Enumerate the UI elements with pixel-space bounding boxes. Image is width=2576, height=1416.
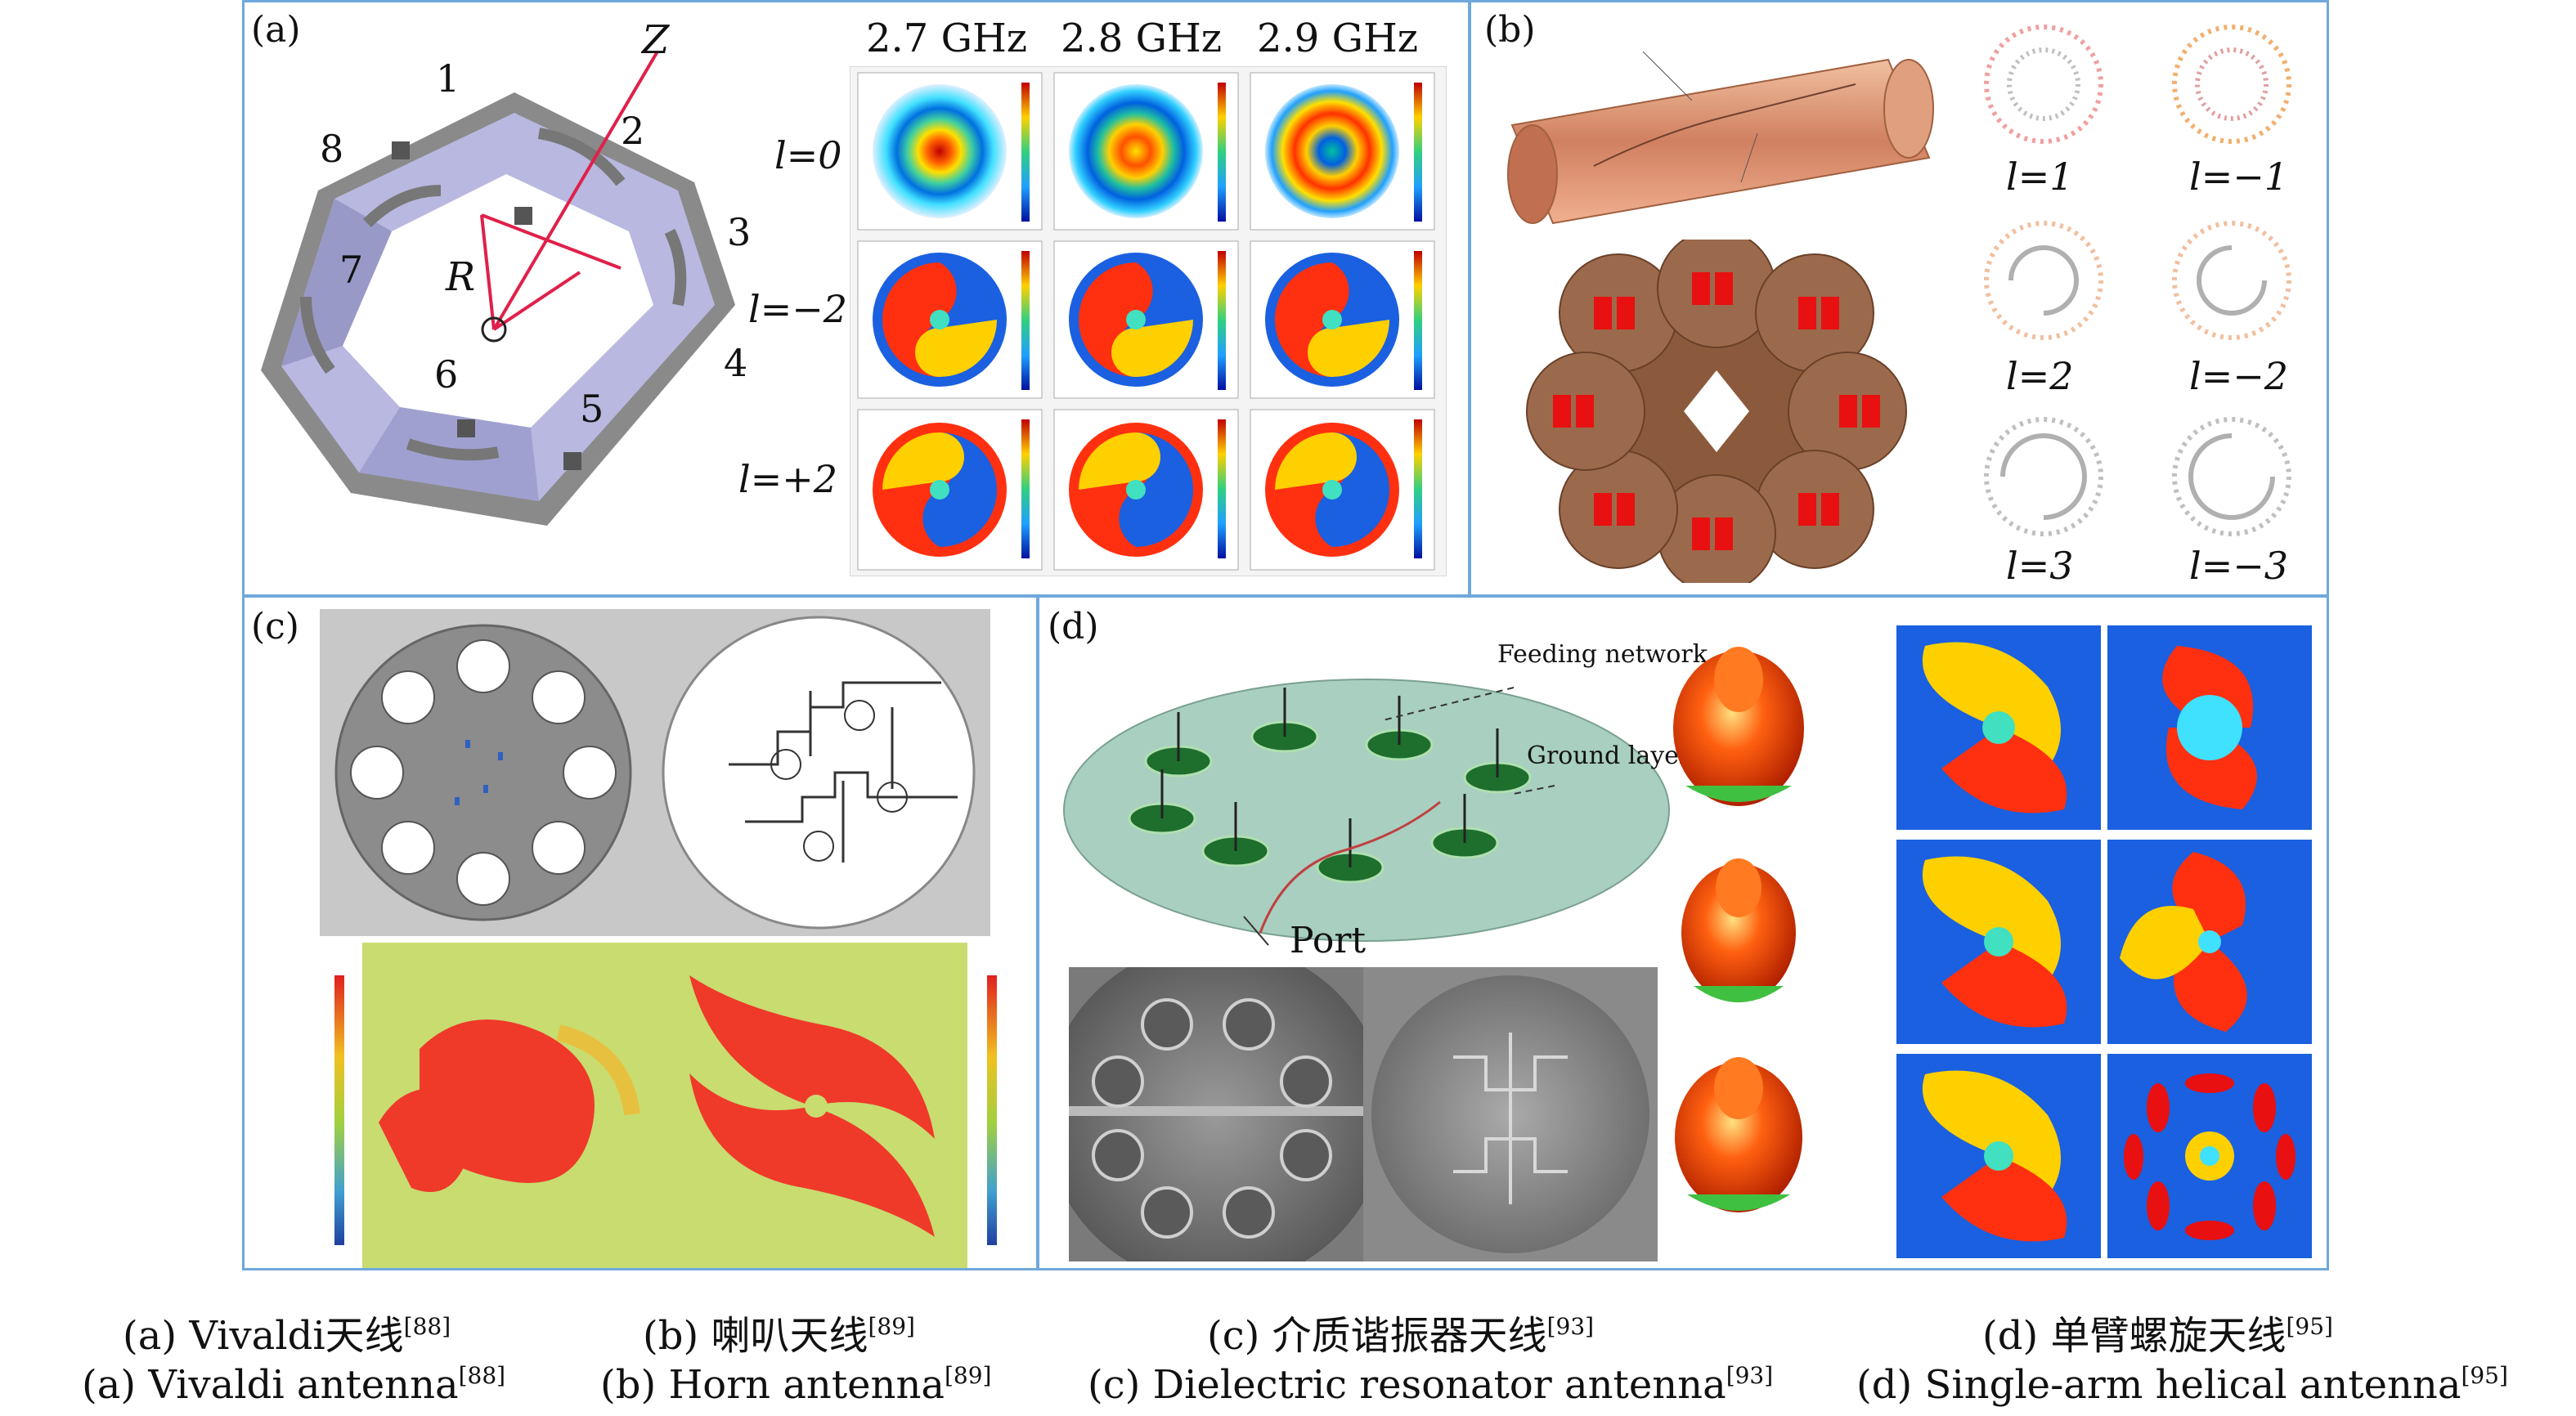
element-number-8: 8 [320, 127, 344, 171]
z-axis-line [492, 50, 659, 331]
phase-distribution-grid [850, 66, 1447, 576]
helical-phase-row-3 [1896, 1054, 2312, 1258]
element-number-1: 1 [436, 56, 460, 101]
caption-c-en: (c) Dielectric resonator antenna[93] [1088, 1362, 1774, 1408]
element-number-2: 2 [621, 109, 645, 153]
phase-map-row-l-plus2 [857, 409, 1435, 571]
panel-b-label: (b) [1484, 9, 1536, 51]
panel-c-label: (c) [251, 606, 299, 648]
mode-label-l-minus2: l=−2 [748, 287, 848, 331]
horn-mode-label-2: l=2 [2006, 354, 2074, 398]
helical-array-model [1063, 679, 1670, 946]
panel-d: (d) Feeding network Ground layer Port [1037, 595, 2329, 1270]
helical-phase-row-2 [1896, 840, 2312, 1044]
radiation-pattern-1 [1673, 647, 1804, 806]
horn-mode-label-minus2: l=−2 [2189, 354, 2289, 398]
horn-mode-label-1: l=1 [2006, 155, 2074, 199]
panel-b: (b) [1469, 0, 2329, 597]
radiation-patterns-3d [1673, 647, 1804, 1212]
feeding-network-label: Feeding network [1497, 640, 1708, 669]
hexagonal-vivaldi-array [261, 50, 735, 526]
panel-c: (c) [242, 595, 1039, 1270]
panel-a: (a) Z R 1 2 3 4 5 6 7 8 2.7 GHz 2.8 [242, 0, 1470, 597]
radiation-pattern-3 [1675, 1057, 1802, 1212]
mode-label-l0: l=0 [774, 133, 842, 177]
horn-pipe-model [1507, 51, 1934, 225]
freq-label-2-8: 2.8 GHz [1061, 16, 1223, 61]
phase-map-row-l-minus2 [857, 240, 1435, 399]
horn-mode-label-minus3: l=−3 [2189, 544, 2289, 588]
element-number-3: 3 [727, 210, 752, 254]
horn-array-model [1526, 240, 1907, 583]
mode-label-l-plus2: l=+2 [738, 457, 838, 501]
horn-mode-label-3: l=3 [2006, 544, 2074, 588]
caption-d-zh: (d) 单臂螺旋天线[95] [1982, 1313, 2333, 1359]
helical-phase-row-1 [1896, 625, 2312, 830]
caption-a-zh: (a) Vivaldi天线[88] [123, 1313, 451, 1359]
phase-map-right [665, 943, 967, 1268]
element-number-4: 4 [724, 341, 748, 385]
dielectric-resonator-phase-maps [313, 943, 1016, 1268]
ground-layer-label: Ground layer [1527, 742, 1691, 770]
dielectric-resonator-top-view [320, 609, 990, 936]
port-label: Port [1290, 920, 1367, 961]
element-number-7: 7 [339, 248, 364, 292]
z-axis-label: Z [642, 17, 670, 63]
element-number-6: 6 [434, 352, 459, 397]
caption-c-zh: (c) 介质谐振器天线[93] [1207, 1313, 1595, 1359]
panel-a-label: (a) [251, 9, 301, 51]
radiation-pattern-2 [1681, 858, 1796, 1002]
caption-a-en: (a) Vivaldi antenna[88] [82, 1362, 506, 1408]
caption-d-en: (d) Single-arm helical antenna[95] [1856, 1362, 2508, 1408]
caption-b-zh: (b) 喇叭天线[89] [643, 1313, 915, 1359]
radius-label: R [446, 254, 476, 300]
hexagon-antenna-model [261, 92, 735, 526]
horn-mode-patterns [1984, 25, 2291, 536]
phase-map-row-l0 [857, 72, 1435, 231]
phase-map-left [362, 943, 665, 1268]
helical-phase-maps [1896, 625, 2312, 1258]
caption-b-en: (b) Horn antenna[89] [600, 1362, 992, 1408]
panel-d-label: (d) [1048, 606, 1099, 648]
element-number-5: 5 [580, 387, 604, 431]
horn-mode-label-minus1: l=−1 [2189, 155, 2289, 199]
freq-label-2-9: 2.9 GHz [1257, 16, 1419, 61]
freq-label-2-7: 2.7 GHz [866, 16, 1028, 61]
fabricated-prototype-photos [1069, 967, 1658, 1261]
